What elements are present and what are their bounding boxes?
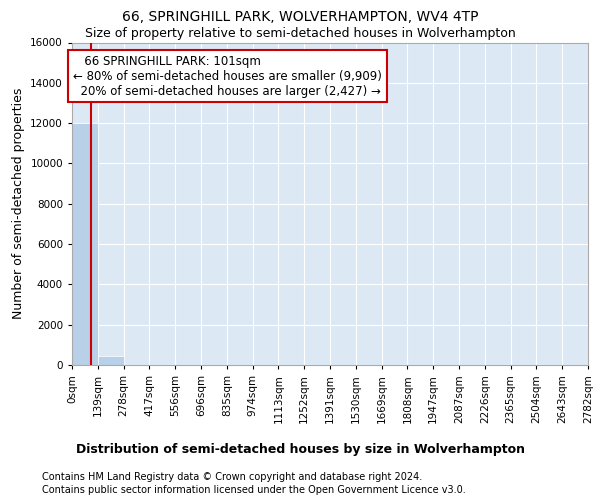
Text: Size of property relative to semi-detached houses in Wolverhampton: Size of property relative to semi-detach…: [85, 28, 515, 40]
Y-axis label: Number of semi-detached properties: Number of semi-detached properties: [11, 88, 25, 320]
Text: 66, SPRINGHILL PARK, WOLVERHAMPTON, WV4 4TP: 66, SPRINGHILL PARK, WOLVERHAMPTON, WV4 …: [122, 10, 478, 24]
Text: Contains public sector information licensed under the Open Government Licence v3: Contains public sector information licen…: [42, 485, 466, 495]
Text: Distribution of semi-detached houses by size in Wolverhampton: Distribution of semi-detached houses by …: [76, 442, 524, 456]
Text: Contains HM Land Registry data © Crown copyright and database right 2024.: Contains HM Land Registry data © Crown c…: [42, 472, 422, 482]
Bar: [98, 356, 124, 365]
Bar: [72, 123, 98, 365]
Text: 66 SPRINGHILL PARK: 101sqm
← 80% of semi-detached houses are smaller (9,909)
  2: 66 SPRINGHILL PARK: 101sqm ← 80% of semi…: [73, 54, 382, 98]
